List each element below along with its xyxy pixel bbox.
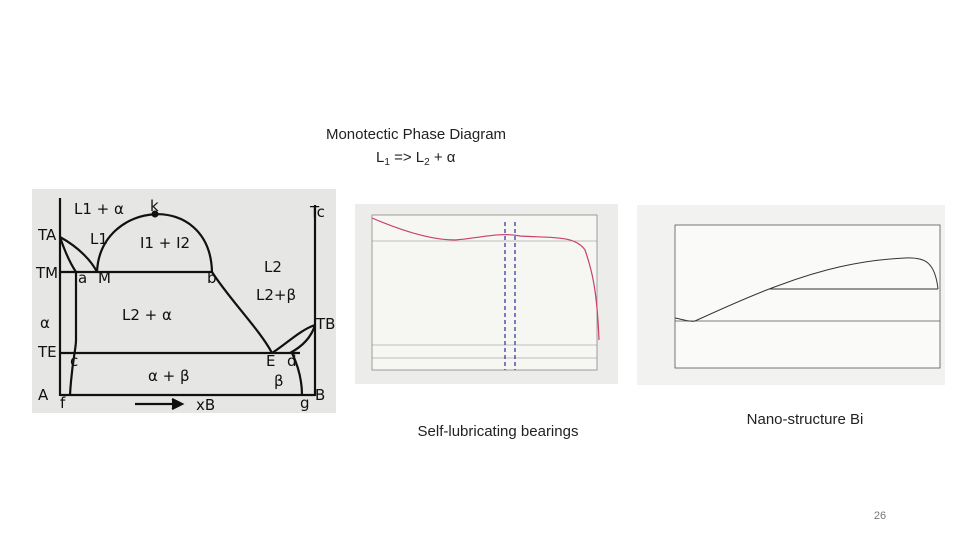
phase-diagram-image: L1 + α k Tc TA L1 I1 + I2 TM a M b L2 L2… xyxy=(32,189,336,414)
phase-label: TB xyxy=(315,315,335,333)
phase-label: k xyxy=(150,197,159,215)
formula-part: + α xyxy=(430,149,456,166)
phase-label: M xyxy=(98,269,111,287)
phase-label: a xyxy=(78,269,87,287)
phase-label: L2+β xyxy=(256,286,296,304)
phase-label: c xyxy=(70,352,78,370)
image-background xyxy=(32,189,336,413)
phase-label: Tc xyxy=(309,203,325,221)
phase-label: L2 + α xyxy=(122,306,172,324)
phase-label: xB xyxy=(196,396,215,414)
formula-part: => L xyxy=(390,149,424,166)
liquidus-curve xyxy=(371,217,600,341)
phase-label: A xyxy=(38,386,49,404)
critical-point xyxy=(151,210,159,218)
phase-label: d xyxy=(287,352,297,370)
phase-label: L1 + α xyxy=(74,200,124,218)
formula-sub: 2 xyxy=(424,157,430,168)
plot-frame xyxy=(674,224,941,369)
phase-label: TA xyxy=(37,226,57,244)
phase-label: E xyxy=(266,352,275,370)
liquidus-curve xyxy=(674,257,939,322)
phase-labels: L1 + α k Tc TA L1 I1 + I2 TM a M b L2 L2… xyxy=(35,197,335,414)
phase-label: g xyxy=(300,394,310,412)
phase-label: α + β xyxy=(148,367,190,385)
phase-label: β xyxy=(274,372,284,390)
formula: L1 => L2 + α xyxy=(376,149,456,168)
phase-label: TE xyxy=(37,343,57,361)
phase-label: f xyxy=(60,394,66,412)
phase-label: L2 xyxy=(264,258,282,276)
phase-label: L1 xyxy=(90,230,108,248)
slide-title: Monotectic Phase Diagram xyxy=(326,126,506,143)
phase-label: α xyxy=(40,314,50,332)
phase-label: I1 + I2 xyxy=(140,234,190,252)
caption: Self-lubricating bearings xyxy=(418,423,579,440)
page-number: 26 xyxy=(874,510,886,522)
cu-pb-diagram-image xyxy=(355,204,618,384)
phase-label: b xyxy=(207,269,217,287)
caption: Nano-structure Bi xyxy=(747,411,864,428)
phase-label: TM xyxy=(35,264,58,282)
bi-zn-diagram-image xyxy=(637,205,945,385)
formula-sub: 1 xyxy=(384,157,390,168)
diagram-lines xyxy=(58,198,317,410)
formula-part: L xyxy=(376,149,384,166)
phase-label: B xyxy=(315,386,325,404)
